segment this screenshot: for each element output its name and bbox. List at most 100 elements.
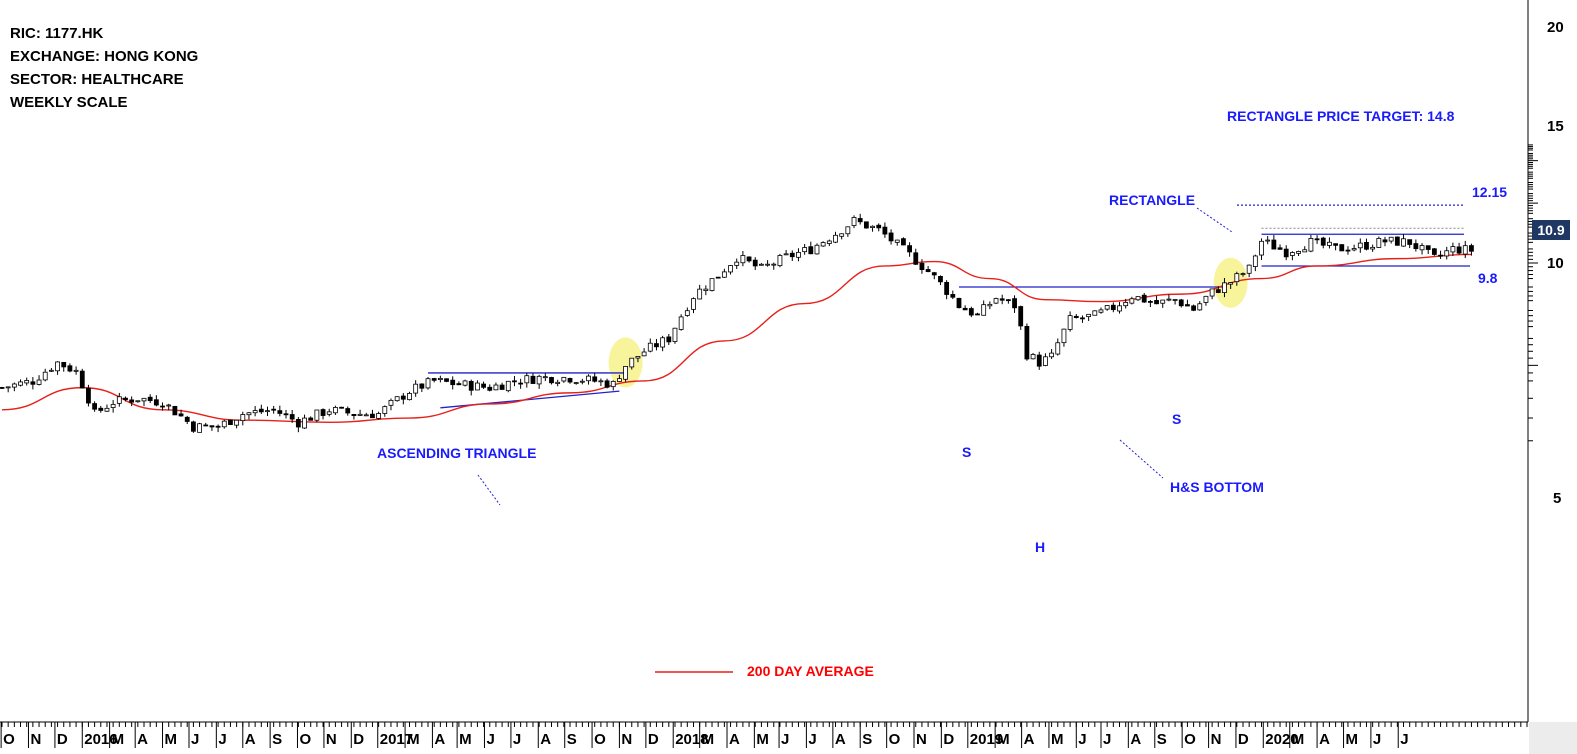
candle-body — [135, 400, 141, 403]
candle-body — [617, 378, 622, 382]
candle-body — [1456, 246, 1462, 254]
x-tick-label: O — [888, 731, 901, 748]
candle-body — [783, 253, 789, 256]
candle-body — [888, 232, 894, 242]
candle-body — [1203, 295, 1209, 303]
candle-body — [1228, 282, 1234, 285]
candle-body — [1314, 238, 1320, 241]
x-tick-label: A — [540, 731, 552, 748]
candle-body — [592, 376, 598, 382]
candle-body — [635, 356, 641, 359]
candle-body — [975, 313, 980, 316]
candle-body — [913, 252, 919, 265]
candle-body — [536, 375, 542, 385]
candle-body — [376, 413, 382, 419]
candle-body — [789, 252, 795, 258]
candle-body — [61, 361, 67, 368]
candle-body — [277, 410, 283, 414]
candle-body — [654, 343, 659, 348]
axis-corner — [1529, 722, 1577, 754]
candle-body — [221, 420, 227, 428]
candle-body — [141, 397, 147, 402]
candle-body — [1043, 356, 1048, 366]
candle-body — [1129, 298, 1135, 304]
candle-body — [1462, 245, 1468, 255]
x-tick-label: 2016 — [84, 731, 118, 748]
x-tick-label: S — [862, 731, 873, 748]
candle-body — [302, 417, 307, 429]
candle-body — [129, 399, 135, 403]
candle-body — [752, 259, 758, 267]
head-label: H — [1035, 539, 1046, 555]
x-tick-label: A — [137, 731, 149, 748]
candle-body — [1123, 301, 1129, 307]
candle-body — [956, 297, 962, 309]
candle-body — [839, 233, 845, 237]
candle-body — [1135, 296, 1141, 301]
candle-body — [400, 395, 406, 400]
x-tick-label: D — [353, 731, 365, 748]
candle-body — [1209, 288, 1215, 297]
candle-body — [1049, 352, 1054, 358]
candle-body — [104, 407, 110, 412]
candle-body — [1154, 300, 1159, 305]
candlestick-layer — [0, 213, 1474, 433]
candle-body — [98, 407, 104, 411]
candle-body — [67, 365, 73, 372]
x-tick-label: J — [512, 731, 522, 748]
x-tick-label: 2019 — [969, 731, 1004, 748]
x-tick-label: M — [997, 731, 1010, 748]
candle-body — [919, 262, 925, 270]
candle-body — [857, 218, 863, 223]
candle-body — [1444, 250, 1450, 257]
moving-average-layer — [1, 253, 1472, 673]
candle-body — [1098, 309, 1104, 313]
candle-body — [1283, 248, 1289, 258]
candle-body — [172, 405, 178, 416]
candle-body — [265, 410, 270, 413]
candle-body — [1308, 238, 1314, 252]
candle-body — [86, 387, 91, 404]
candle-body — [339, 406, 344, 409]
candle-body — [1327, 241, 1332, 246]
candle-body — [42, 371, 48, 381]
candle-body — [833, 234, 838, 243]
x-tick-label: N — [916, 731, 927, 748]
candle-body — [925, 269, 931, 273]
candle-body — [771, 263, 777, 266]
x-tick-label: M — [1345, 731, 1359, 748]
x-tick-label: N — [325, 731, 337, 748]
candle-body — [944, 281, 950, 295]
candle-body — [968, 308, 974, 316]
candle-body — [1110, 304, 1116, 311]
candle-body — [283, 413, 289, 416]
x-tick-label: A — [1023, 731, 1035, 748]
y-tick-label: 10 — [1547, 255, 1564, 272]
candle-body — [901, 238, 906, 246]
x-tick-label: A — [434, 731, 446, 748]
candle-body — [530, 375, 536, 384]
candle-body — [1030, 354, 1036, 360]
candle-body — [73, 369, 79, 372]
candle-body — [567, 378, 573, 383]
candle-body — [407, 393, 412, 401]
candle-body — [215, 425, 221, 428]
x-tick-label: N — [30, 731, 42, 748]
candle-body — [48, 369, 54, 372]
candle-body — [5, 386, 11, 389]
candle-body — [561, 376, 567, 382]
candle-body — [437, 377, 443, 381]
candle-body — [1080, 317, 1085, 320]
candle-body — [209, 425, 215, 428]
candle-body — [740, 255, 746, 264]
candle-body — [1197, 303, 1203, 311]
candle-body — [1450, 246, 1456, 253]
candle-body — [1345, 249, 1351, 252]
candle-body — [1055, 342, 1061, 355]
candle-body — [419, 383, 425, 389]
candle-body — [314, 409, 320, 421]
candle-body — [1117, 305, 1122, 312]
candle-body — [1234, 273, 1240, 283]
